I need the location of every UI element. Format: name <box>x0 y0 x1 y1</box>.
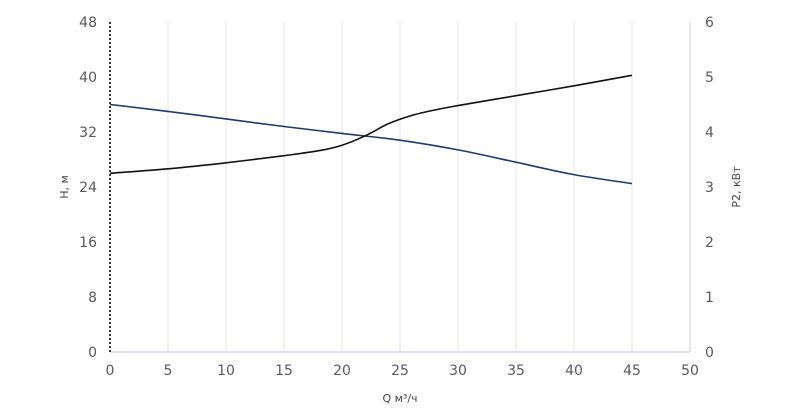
x-tick-label-10: 50 <box>681 363 699 379</box>
x-tick-label-8: 40 <box>565 363 583 379</box>
y2-tick-label-5: 5 <box>705 70 714 86</box>
y-axis-left-title: H, м <box>58 175 71 199</box>
y-tick-label-0: 0 <box>88 345 97 361</box>
y2-tick-label-6: 6 <box>705 15 714 31</box>
y-tick-label-3: 24 <box>79 180 97 196</box>
y-axis-right-ticks: 0 1 2 3 4 5 6 <box>705 15 714 361</box>
x-tick-label-5: 25 <box>391 363 409 379</box>
x-tick-label-3: 15 <box>275 363 293 379</box>
x-tick-label-4: 20 <box>333 363 351 379</box>
x-tick-label-0: 0 <box>106 363 115 379</box>
x-tick-label-7: 35 <box>507 363 525 379</box>
y2-tick-label-0: 0 <box>705 345 714 361</box>
y-axis-left-ticks: 0 8 16 24 32 40 48 <box>79 15 97 361</box>
y-tick-label-5: 40 <box>79 70 97 86</box>
y-tick-label-6: 48 <box>79 15 97 31</box>
y2-tick-label-4: 4 <box>705 125 714 141</box>
power-curve-line <box>109 74 633 175</box>
y-tick-label-2: 16 <box>79 235 97 251</box>
x-axis-title: Q м³/ч <box>382 392 417 405</box>
x-tick-label-9: 45 <box>623 363 641 379</box>
y2-tick-label-1: 1 <box>705 290 714 306</box>
y-tick-label-4: 32 <box>79 125 97 141</box>
y-axis-right-title: P2, кВт <box>730 166 743 208</box>
axes <box>109 22 691 353</box>
x-axis-ticks: 0 5 10 15 20 25 30 35 40 45 50 <box>106 363 699 379</box>
x-tick-label-2: 10 <box>217 363 235 379</box>
series-lines <box>109 74 633 185</box>
y-tick-label-1: 8 <box>88 290 97 306</box>
x-tick-label-6: 30 <box>449 363 467 379</box>
y2-tick-label-3: 3 <box>705 180 714 196</box>
head-curve-line <box>109 103 633 185</box>
x-tick-label-1: 5 <box>164 363 173 379</box>
vertical-grid <box>167 22 691 352</box>
y2-tick-label-2: 2 <box>705 235 714 251</box>
